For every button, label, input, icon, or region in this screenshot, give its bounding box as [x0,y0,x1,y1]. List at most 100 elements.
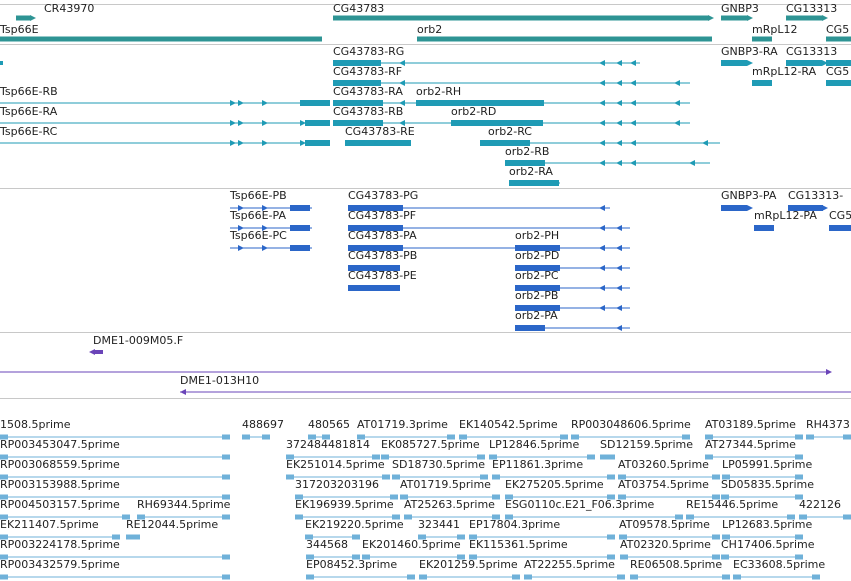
strand-arrow-left[interactable] [616,140,622,146]
est-block[interactable] [306,574,314,580]
transcript-label[interactable]: CG5 [826,65,850,78]
est-block[interactable] [712,554,720,560]
strand-arrow-left[interactable] [359,140,365,146]
est-block[interactable] [286,474,294,480]
transcript-label[interactable]: Tsp66E-RB [0,85,58,98]
gene-label-cg5[interactable]: CG5 [826,23,850,36]
protein-label[interactable]: Tsp66E-PA [230,209,286,222]
transcript-label[interactable]: CG43783-RA [333,85,403,98]
est-block[interactable] [489,454,497,460]
est-block[interactable] [0,574,8,580]
transcript-label[interactable]: Tsp66E-RA [0,105,58,118]
est-label[interactable]: EK251014.5prime [286,458,385,471]
est-label[interactable]: RH69344.5prime [137,498,231,511]
est-block[interactable] [222,474,230,480]
est-label[interactable]: RE12044.5prime [126,518,219,531]
est-block[interactable] [607,474,615,480]
est-label[interactable]: EP08452.3prime [306,558,398,571]
est-block[interactable] [630,574,638,580]
est-block[interactable] [306,554,314,560]
protein-label[interactable]: orb2-PD [515,249,560,262]
est-block[interactable] [705,434,713,440]
strand-arrow-left[interactable] [180,389,186,395]
est-block[interactable] [477,454,485,460]
strand-arrow-right[interactable] [238,100,244,106]
est-block[interactable] [222,454,230,460]
est-label[interactable]: AT27344.5prime [705,438,796,451]
est-block[interactable] [722,534,730,540]
protein-label[interactable]: CG43783-PG [348,189,419,202]
strand-arrow-left[interactable] [354,265,360,271]
strand-arrow-left[interactable] [354,285,360,291]
gene-bar[interactable] [721,15,747,21]
est-block[interactable] [0,474,8,480]
strand-arrow-left[interactable] [354,245,360,251]
est-block[interactable] [295,514,303,520]
strand-arrow-left[interactable] [389,140,395,146]
protein-label[interactable]: CG5 [829,209,851,222]
strand-arrow-right[interactable] [262,245,268,251]
est-label[interactable]: AT03754.5prime [618,478,709,491]
strand-arrow-left[interactable] [616,305,622,311]
strand-arrow-left[interactable] [616,80,622,86]
est-block[interactable] [357,434,365,440]
strand-arrow-left[interactable] [354,205,360,211]
est-block[interactable] [0,434,8,440]
feature-exon[interactable] [829,225,851,231]
est-block[interactable] [721,494,729,500]
est-label[interactable]: RP003432579.5prime [0,558,120,571]
strand-arrow-right[interactable] [300,100,306,106]
est-block[interactable] [620,554,628,560]
transcript-label[interactable]: CG43783-RE [345,125,415,138]
est-block[interactable] [222,494,230,500]
est-label[interactable]: EK196939.5prime [295,498,394,511]
strand-arrow-right[interactable] [747,15,753,21]
est-block[interactable] [607,454,615,460]
est-block[interactable] [722,574,730,580]
gene-bar[interactable] [752,36,772,42]
strand-arrow-right[interactable] [262,205,268,211]
strand-arrow-left[interactable] [689,160,695,166]
strand-arrow-left[interactable] [399,100,405,106]
est-label[interactable]: AT03260.5prime [618,458,709,471]
protein-label[interactable]: orb2-PH [515,229,560,242]
strand-arrow-left[interactable] [630,140,636,146]
est-label[interactable]: AT01719.3prime [357,418,448,431]
est-block[interactable] [392,474,400,480]
est-block[interactable] [352,554,360,560]
strand-arrow-left[interactable] [529,180,535,186]
est-block[interactable] [560,434,568,440]
strand-arrow-left[interactable] [386,205,392,211]
est-block[interactable] [505,494,513,500]
est-label[interactable]: 480565 [308,418,350,431]
strand-arrow-left[interactable] [514,180,520,186]
strand-arrow-left[interactable] [356,120,362,126]
est-label[interactable]: AT25263.5prime [404,498,495,511]
feature-exon[interactable] [515,305,560,311]
est-label[interactable]: SD18730.5prime [392,458,485,471]
feature-exon[interactable] [305,120,330,126]
est-block[interactable] [686,514,694,520]
est-label[interactable]: EK219220.5prime [305,518,404,531]
est-block[interactable] [447,434,455,440]
strand-arrow-right[interactable] [238,140,244,146]
strand-arrow-left[interactable] [374,120,380,126]
strand-arrow-left[interactable] [399,120,405,126]
est-block[interactable] [787,514,795,520]
strand-arrow-right[interactable] [238,225,244,231]
strand-arrow-right[interactable] [300,205,306,211]
est-block[interactable] [806,434,814,440]
est-block[interactable] [322,434,330,440]
est-block[interactable] [607,494,615,500]
protein-label[interactable]: CG13313- [788,189,844,202]
est-block[interactable] [524,574,532,580]
gene-bar[interactable] [417,36,712,42]
strand-arrow-right[interactable] [826,369,832,375]
est-block[interactable] [390,494,398,500]
clone-bar[interactable] [95,350,103,354]
protein-label[interactable]: Tsp66E-PC [230,229,287,242]
strand-arrow-left[interactable] [674,120,680,126]
est-block[interactable] [469,554,477,560]
est-block[interactable] [400,494,408,500]
strand-arrow-right[interactable] [822,15,828,21]
